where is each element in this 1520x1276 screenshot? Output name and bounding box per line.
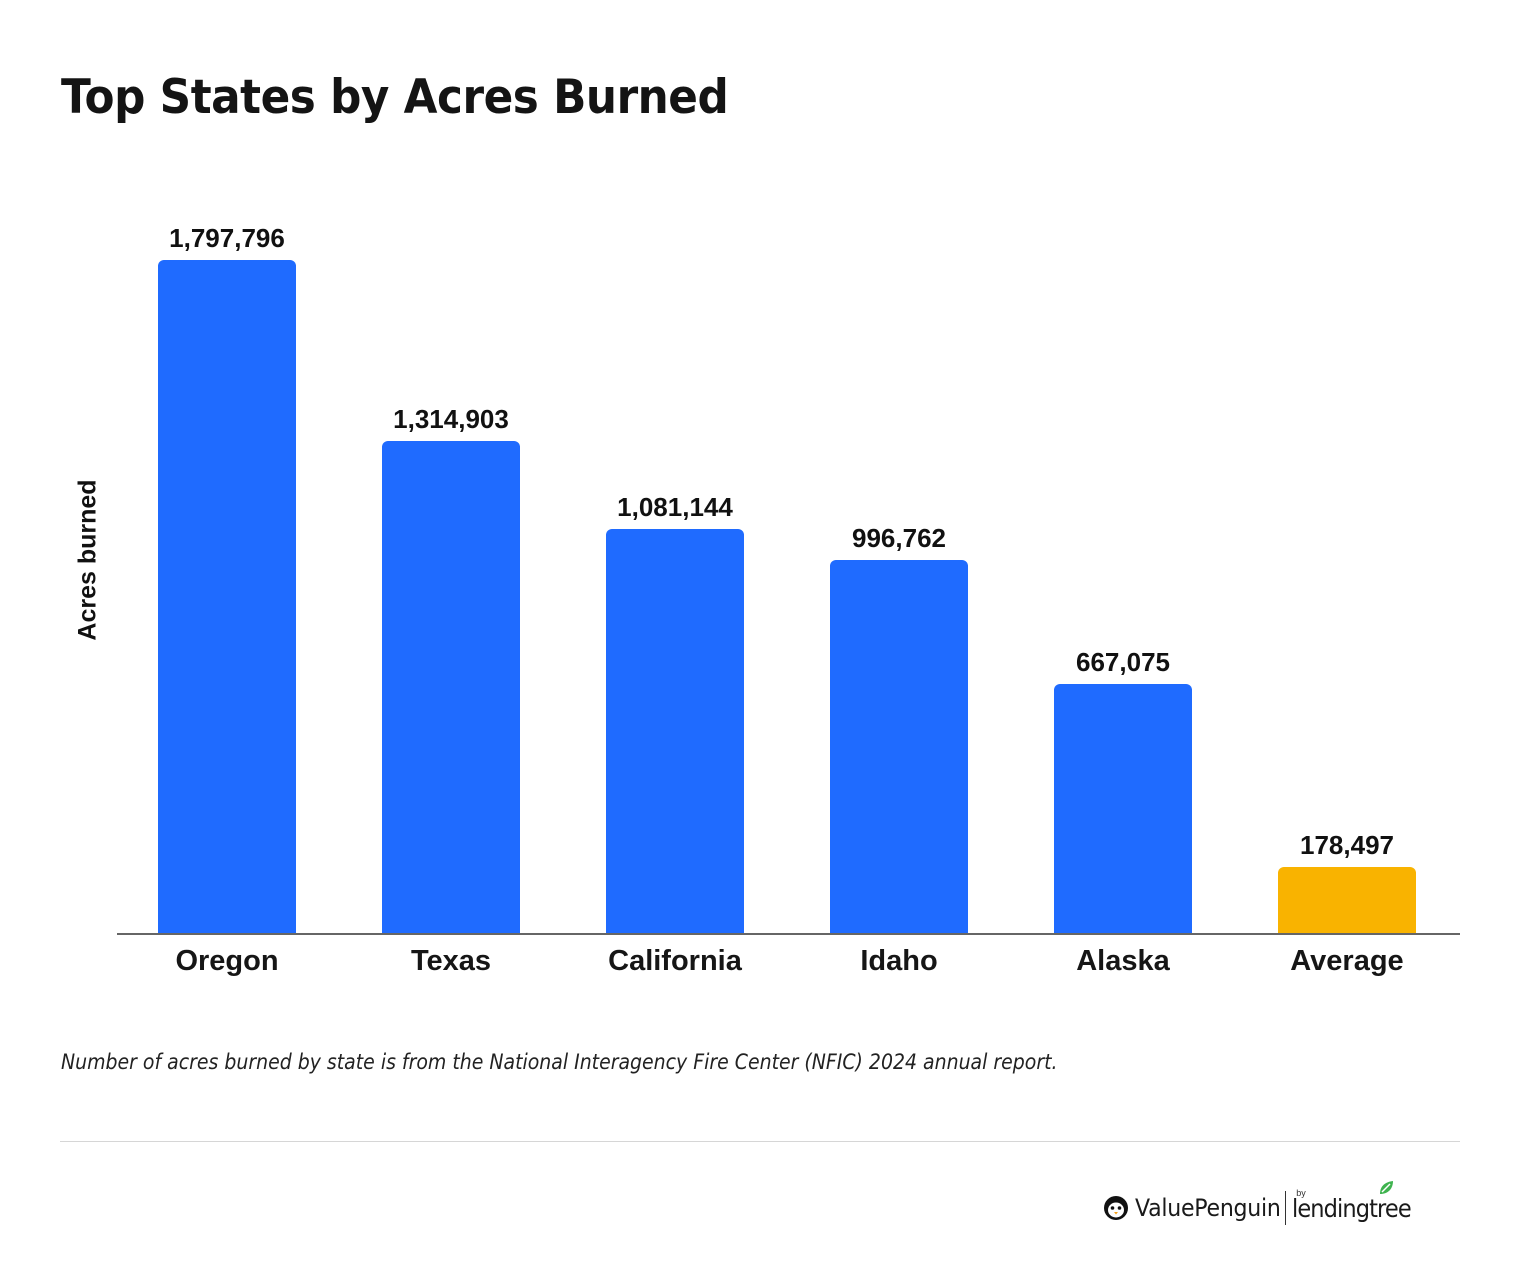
partner-name: lendingtree — [1292, 1193, 1412, 1223]
x-tick-label: Oregon — [175, 945, 279, 977]
value-label: 1,081,144 — [617, 492, 733, 522]
divider — [60, 1141, 1460, 1142]
brand-separator — [1285, 1191, 1287, 1225]
bar-texas — [382, 441, 520, 934]
bar-california — [606, 529, 744, 934]
penguin-icon — [1104, 1196, 1128, 1220]
x-tick-label: California — [608, 945, 742, 977]
x-tick-label: Idaho — [860, 945, 938, 977]
chart-title: Top States by Acres Burned — [61, 70, 729, 125]
x-axis-line — [117, 933, 1460, 935]
footnote: Number of acres burned by state is from … — [61, 1050, 1058, 1074]
bar-alaska — [1054, 684, 1192, 934]
value-label: 1,314,903 — [393, 404, 509, 434]
y-axis-label: Acres burned — [73, 479, 102, 641]
value-label: 996,762 — [852, 523, 946, 553]
value-label: 1,797,796 — [169, 223, 285, 253]
brand-by: by — [1296, 1187, 1306, 1198]
brand-logo: ValuePenguin by lendingtree — [1103, 1180, 1424, 1228]
x-tick-label: Texas — [410, 945, 492, 977]
x-tick-label: Alaska — [1076, 945, 1170, 977]
value-label: 667,075 — [1076, 647, 1170, 677]
leaf-icon — [1380, 1180, 1394, 1194]
partner-logo: by lendingtree — [1292, 1180, 1424, 1223]
value-label: 178,497 — [1300, 830, 1394, 860]
bar-idaho — [830, 560, 968, 934]
brand-name: ValuePenguin — [1135, 1194, 1281, 1222]
bar-average — [1278, 867, 1416, 934]
bar-oregon — [158, 260, 296, 934]
x-tick-label: Average — [1290, 945, 1404, 977]
